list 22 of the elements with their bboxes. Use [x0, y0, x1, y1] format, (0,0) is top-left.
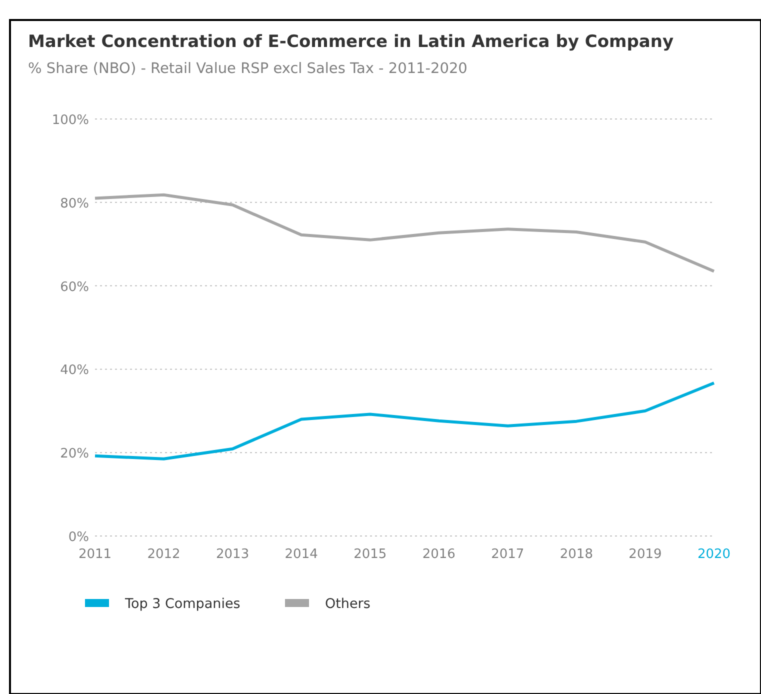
chart-subtitle: % Share (NBO) - Retail Value RSP excl Sales Tax - 2011-2020: [28, 61, 468, 77]
legend-label: Top 3 Companies: [124, 596, 240, 612]
legend-label: Others: [325, 596, 370, 612]
x-tick-label: 2017: [491, 547, 524, 562]
y-tick-label: 0%: [68, 530, 89, 545]
y-tick-label: 80%: [60, 196, 89, 212]
y-tick-label: 20%: [60, 446, 89, 462]
x-tick-label: 2011: [78, 547, 112, 562]
line-series: [94, 193, 716, 273]
y-tick-label: 60%: [60, 280, 89, 295]
x-tick-label: 2019: [628, 547, 662, 562]
x-tick-label: 2020: [697, 547, 731, 562]
x-tick-label: 2013: [216, 547, 250, 562]
y-tick-label: 100%: [52, 113, 89, 128]
x-tick-label: 2012: [147, 547, 180, 562]
chart-title: Market Concentration of E-Commerce in Latin America by Company: [28, 32, 674, 52]
x-tick-label: 2016: [422, 547, 456, 562]
y-tick-label: 40%: [60, 363, 89, 378]
line-series: [94, 381, 716, 460]
x-tick-label: 2018: [560, 547, 593, 562]
x-tick-label: 2014: [284, 547, 318, 562]
x-tick-label: 2015: [354, 547, 387, 562]
